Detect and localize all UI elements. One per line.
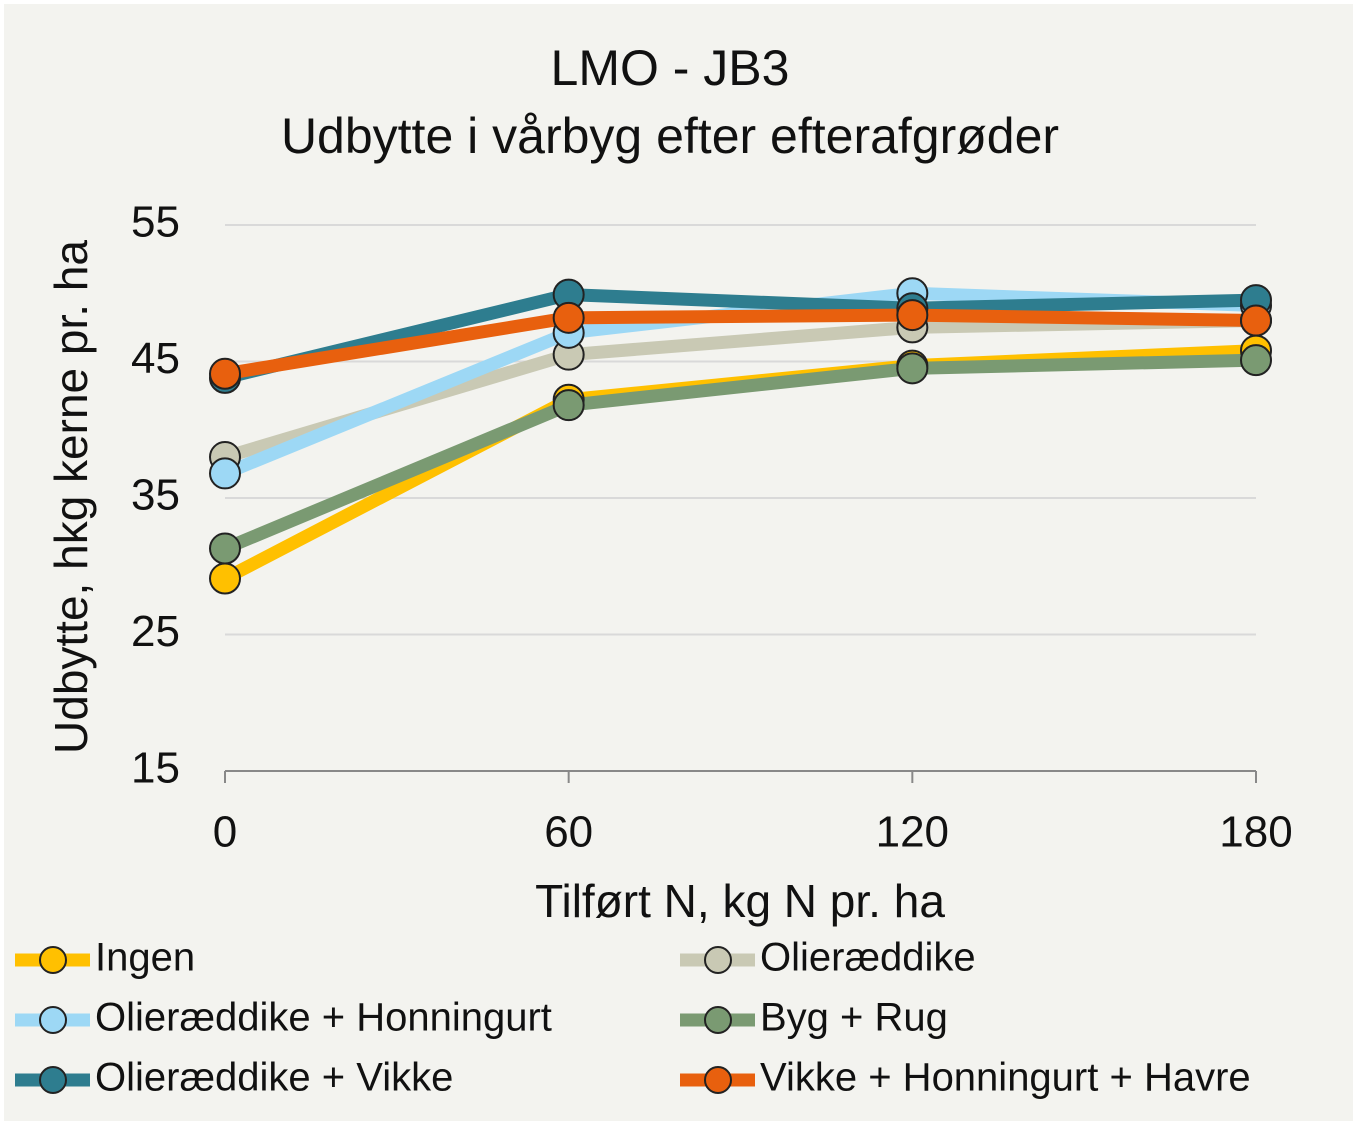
data-point — [896, 352, 929, 385]
legend-label: Byg + Rug — [760, 996, 948, 1040]
x-axis-label: Tilført N, kg N pr. ha — [535, 875, 945, 927]
x-tick-label: 60 — [544, 808, 593, 857]
x-tick-label: 0 — [213, 808, 237, 857]
y-tick-label: 35 — [131, 471, 180, 520]
data-point — [209, 562, 241, 595]
legend-swatch-marker — [39, 946, 67, 974]
legend-label: Olieræddike — [760, 936, 976, 980]
x-tick-label: 120 — [876, 808, 949, 857]
legend-swatch-marker — [704, 1006, 732, 1034]
chart-subtitle: Udbytte i vårbyg efter efterafgrøder — [281, 108, 1059, 164]
data-point — [209, 357, 241, 390]
legend-swatch-marker — [39, 1066, 67, 1094]
data-point — [1240, 344, 1272, 377]
y-tick-label: 15 — [131, 744, 180, 793]
series-line — [223, 308, 1257, 381]
data-point — [552, 301, 585, 334]
legend-swatch-marker — [704, 1066, 732, 1094]
chart-title: LMO - JB3 — [551, 40, 790, 96]
data-point — [209, 457, 241, 490]
y-tick-label: 25 — [131, 607, 180, 656]
legend-label: Ingen — [95, 936, 195, 980]
x-tick-label: 180 — [1219, 808, 1292, 857]
legend-label: Olieræddike + Vikke — [95, 1056, 453, 1100]
background — [4, 4, 1353, 1121]
legend-label: Vikke + Honningurt + Havre — [760, 1056, 1251, 1100]
legend-swatch-marker — [39, 1006, 67, 1034]
data-point — [209, 532, 241, 565]
data-point — [1240, 304, 1272, 337]
legend-label: Olieræddike + Honningurt — [95, 996, 552, 1040]
data-point — [896, 299, 929, 332]
y-tick-label: 45 — [131, 334, 180, 383]
series-line — [222, 353, 1257, 555]
legend-swatch-marker — [704, 946, 732, 974]
series-line — [223, 288, 1257, 385]
data-point — [552, 389, 585, 422]
y-axis-label: Udbytte, hkg kerne pr. ha — [45, 240, 97, 754]
y-tick-label: 55 — [131, 198, 180, 247]
